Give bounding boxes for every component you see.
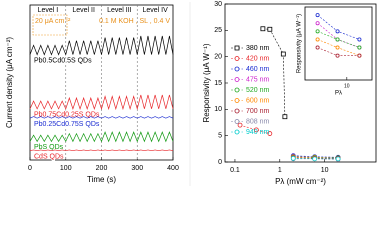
point	[282, 114, 288, 120]
legend-marker	[234, 87, 240, 93]
y-axis-label: Responsivity (μA W⁻¹)	[297, 14, 303, 73]
y-axis-label: Responsivity (μA W⁻¹)	[202, 43, 211, 122]
trace-label: Pb0.25Cd0.75S QDs	[34, 121, 100, 128]
point	[312, 156, 318, 162]
point	[253, 127, 259, 133]
legend-marker	[234, 129, 240, 135]
x-axis-label: Time (s)	[87, 175, 116, 184]
series-line	[262, 28, 286, 117]
trace	[29, 149, 174, 152]
x-tick-label: 0.1	[230, 167, 240, 174]
legend-label: 475 nm	[246, 76, 270, 83]
point	[267, 26, 273, 32]
point	[315, 21, 320, 26]
x-tick-label: 0	[28, 165, 32, 172]
legend-label: 380 nm	[246, 45, 270, 52]
legend-marker	[234, 108, 240, 114]
x-axis-label: Pλ	[335, 91, 342, 97]
legend-marker	[234, 119, 240, 124]
legend-marker	[234, 98, 240, 103]
legend-marker	[234, 77, 240, 82]
legend-label: 600 nm	[246, 97, 270, 104]
point	[335, 156, 341, 162]
legend-label: 460 nm	[246, 66, 270, 73]
legend-label: 808 nm	[246, 118, 270, 125]
point	[290, 155, 296, 161]
point	[315, 45, 320, 50]
scale-box	[32, 14, 68, 36]
point	[357, 37, 362, 42]
y-axis-label: Current density (μA cm⁻²)	[5, 37, 14, 128]
x-tick-label: 10	[344, 83, 350, 89]
x-tick-label: 10	[321, 167, 329, 174]
point	[335, 29, 340, 34]
trace-label: PbS QDs	[34, 144, 64, 151]
legend-label: 520 nm	[246, 87, 270, 94]
scale-annotation: 20 μA cm⁻²	[35, 18, 71, 25]
trace	[29, 35, 174, 56]
x-tick-label: 300	[131, 165, 143, 172]
point	[280, 51, 286, 57]
y-tick-label: 30	[214, 1, 222, 8]
plot-frame	[304, 6, 373, 81]
trace-label: Pb0.75Cd0.25S QDs	[34, 112, 100, 119]
trace-label: CdS QDs	[34, 154, 64, 161]
y-tick-label: 25	[214, 27, 222, 34]
point	[315, 29, 320, 34]
point	[315, 13, 320, 18]
x-tick-label: 1	[278, 167, 282, 174]
y-tick-label: 10	[214, 106, 222, 113]
level-label: Level II	[72, 7, 95, 14]
level-label: Level III	[107, 7, 132, 14]
trace-label: Pb0.5Cd0.5S QDs	[34, 57, 92, 64]
legend-label: 420 nm	[246, 55, 270, 62]
condition-annotation: 0.1 M KOH , SL , 0.4 V	[99, 18, 170, 25]
x-tick-label: 400	[167, 165, 179, 172]
legend-label: 940 nm	[246, 129, 270, 136]
point	[260, 26, 266, 32]
legend-marker	[234, 56, 240, 61]
point	[335, 37, 340, 42]
x-axis-label: Pλ (mW cm⁻²)	[275, 177, 326, 186]
level-label: Level IV	[142, 7, 168, 14]
series-line	[239, 124, 270, 134]
legend-marker	[234, 45, 240, 51]
point	[267, 131, 273, 136]
y-tick-label: 20	[214, 54, 222, 61]
point	[357, 53, 362, 58]
legend-label: 700 nm	[246, 108, 270, 115]
point	[357, 45, 362, 50]
trace	[29, 116, 174, 119]
trace	[29, 131, 174, 143]
y-tick-label: 5	[218, 133, 222, 140]
x-tick-label: 100	[60, 165, 72, 172]
y-tick-label: 0	[218, 159, 222, 166]
y-tick-label: 15	[214, 80, 222, 87]
point	[335, 45, 340, 50]
trace	[29, 94, 174, 111]
point	[335, 53, 340, 58]
level-label: Level I	[38, 7, 59, 14]
point	[237, 122, 243, 128]
x-tick-label: 200	[96, 165, 108, 172]
legend-marker	[234, 66, 240, 72]
point	[315, 37, 320, 42]
